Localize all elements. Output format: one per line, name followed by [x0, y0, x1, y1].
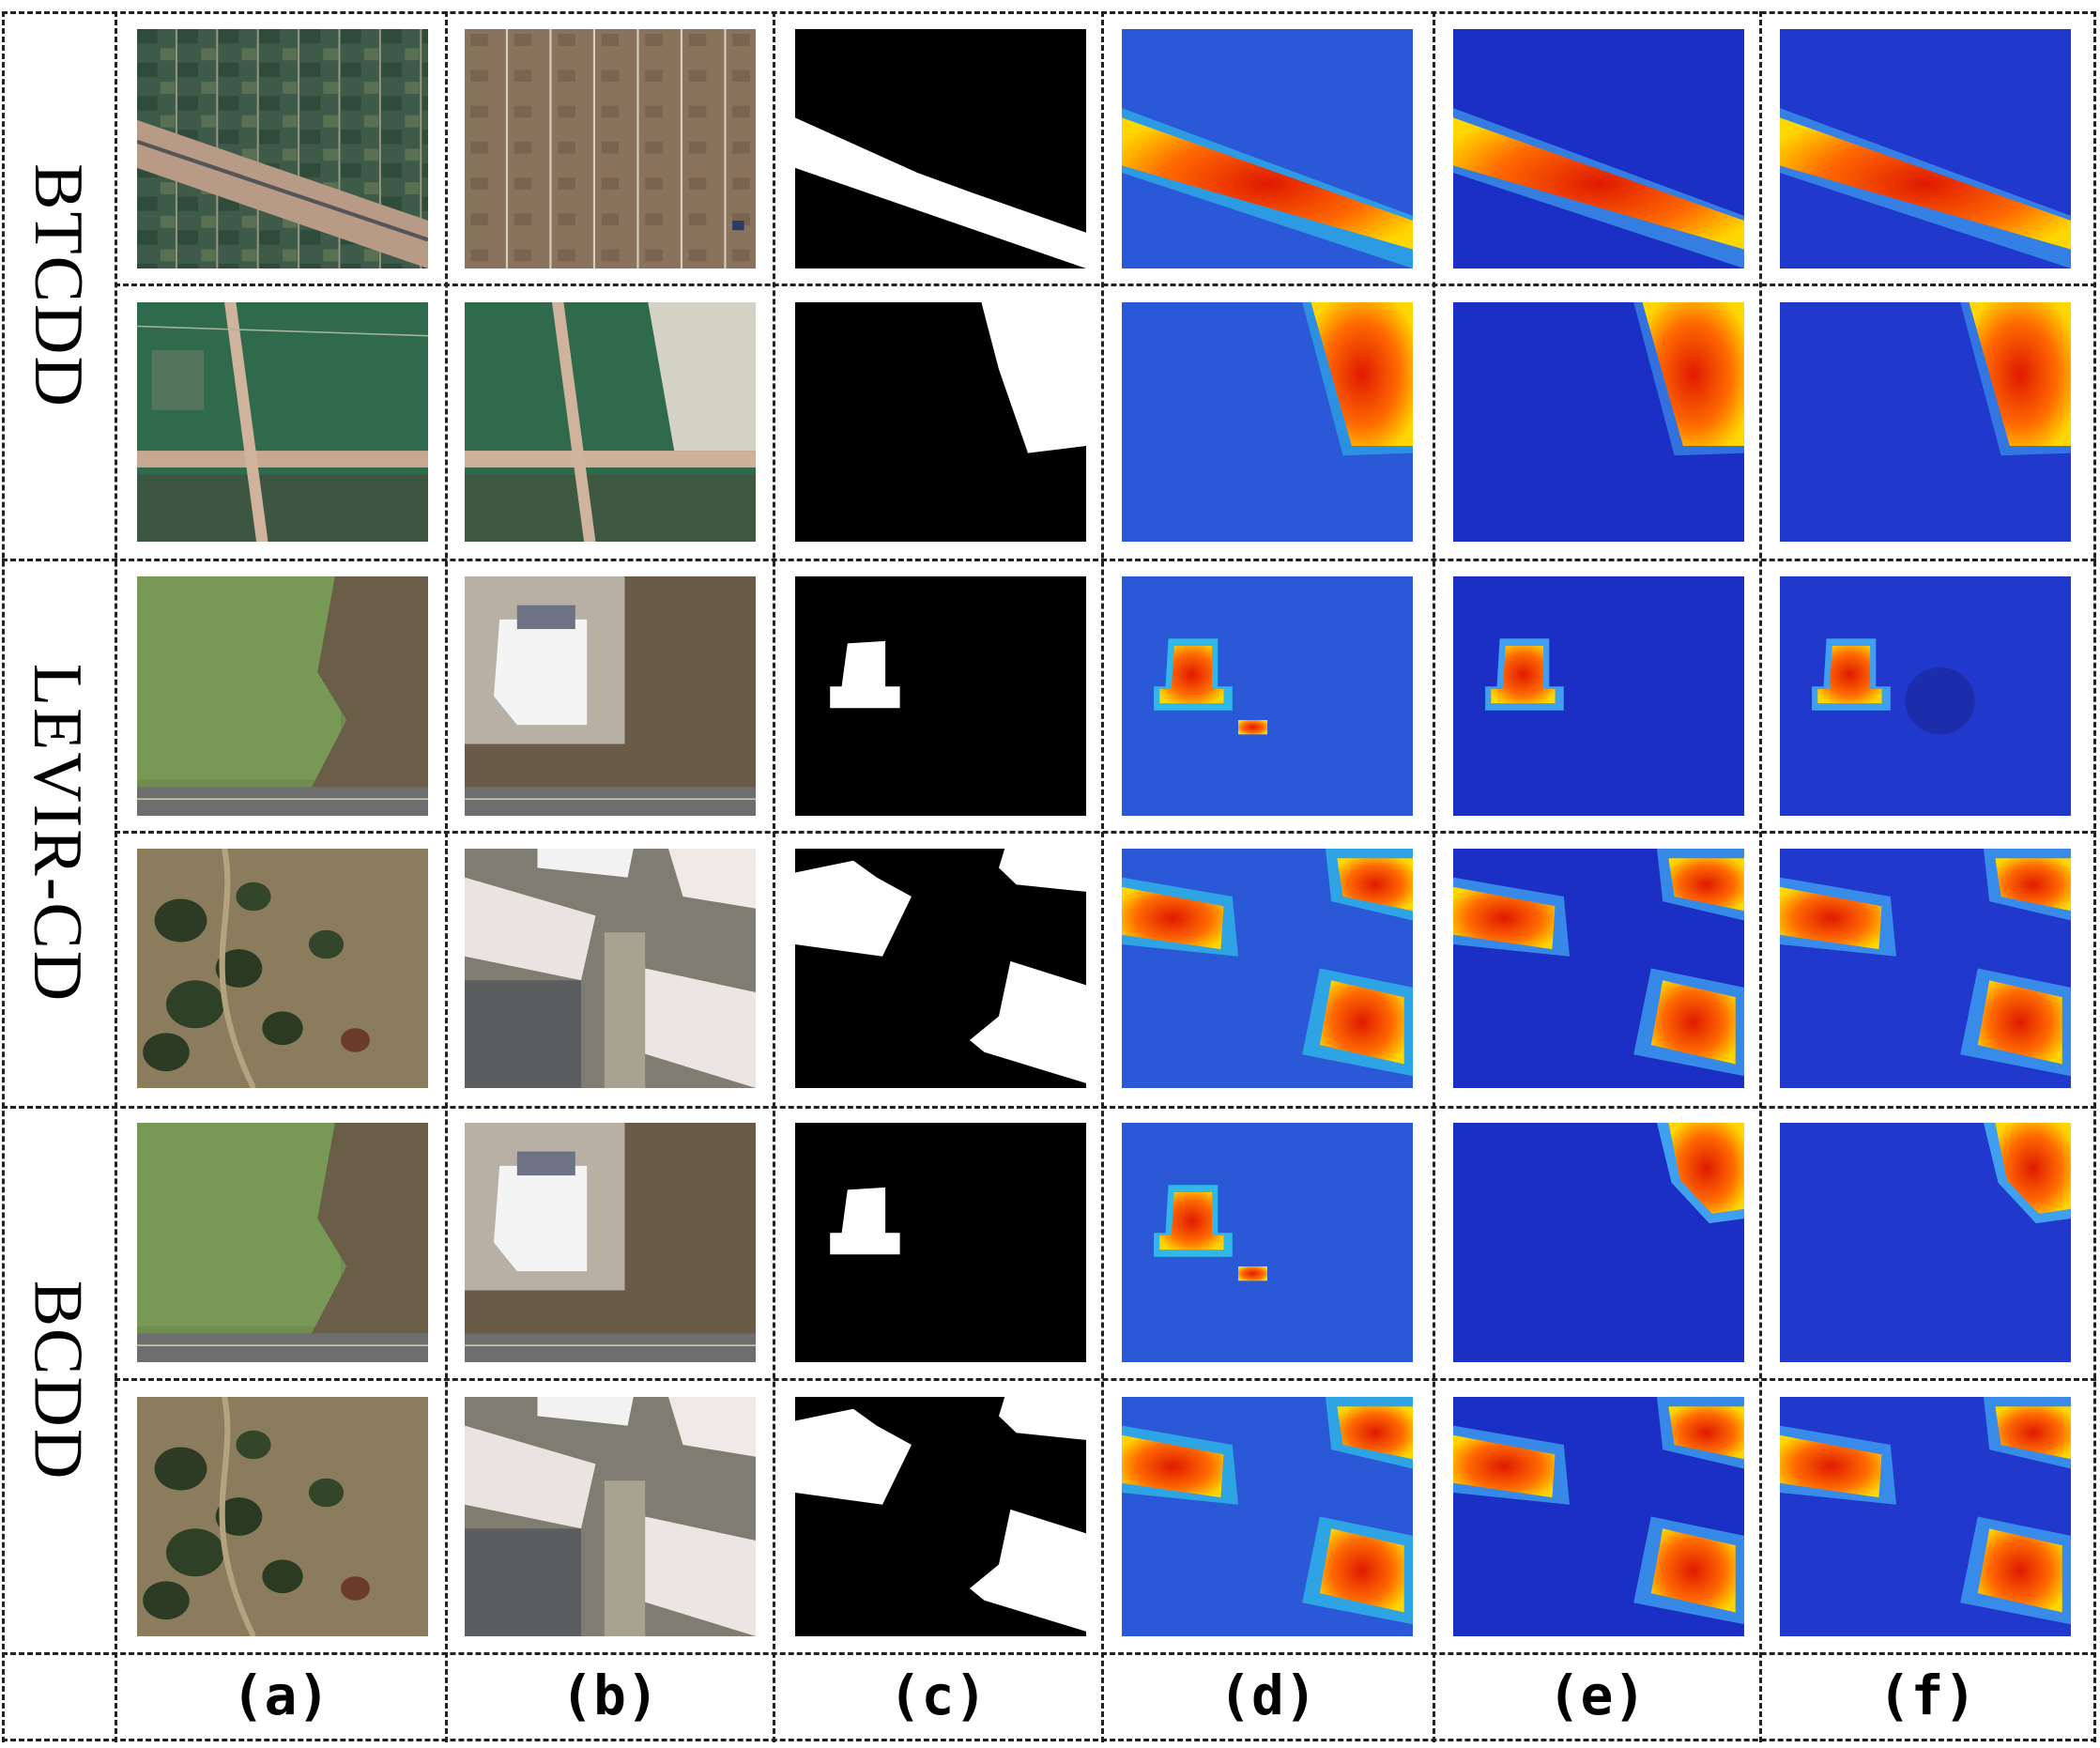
grid-divider — [115, 831, 2096, 834]
column-label-c: (c) — [888, 1664, 988, 1727]
dataset-label-text: BCDD — [19, 1280, 97, 1480]
heatmap-d — [1122, 1123, 1413, 1362]
ground-truth-mask — [795, 302, 1086, 542]
ground-truth-mask — [795, 1123, 1086, 1362]
column-label-f: (f) — [1878, 1664, 1977, 1727]
heatmap-f — [1780, 576, 2071, 816]
post-change-image — [465, 1123, 756, 1362]
column-label-d: (d) — [1219, 1664, 1317, 1727]
heatmap-f — [1780, 849, 2071, 1088]
post-change-image — [465, 302, 756, 542]
grid-divider — [2, 11, 2096, 14]
ground-truth-mask — [795, 1397, 1086, 1636]
post-change-image — [465, 1397, 756, 1636]
post-change-image — [465, 576, 756, 816]
heatmap-d — [1122, 29, 1413, 268]
grid-divider — [445, 11, 448, 1742]
heatmap-d — [1122, 1397, 1413, 1636]
grid-divider — [2, 559, 2096, 561]
grid-divider — [2, 1739, 2096, 1741]
grid-divider — [773, 11, 775, 1742]
pre-change-image — [137, 29, 428, 268]
heatmap-e — [1453, 849, 1744, 1088]
heatmap-f — [1780, 1123, 2071, 1362]
heatmap-d — [1122, 849, 1413, 1088]
heatmap-e — [1453, 1397, 1744, 1636]
post-change-image — [465, 849, 756, 1088]
grid-divider — [2, 11, 5, 1742]
heatmap-e — [1453, 29, 1744, 268]
pre-change-image — [137, 1397, 428, 1636]
pre-change-image — [137, 849, 428, 1088]
dataset-label-levir-cd: LEVIR-CD — [0, 560, 115, 1105]
heatmap-d — [1122, 302, 1413, 542]
dataset-label-text: BTCDD — [19, 162, 97, 408]
grid-divider — [2, 1652, 2096, 1655]
ground-truth-mask — [795, 849, 1086, 1088]
dataset-label-bcdd: BCDD — [0, 1108, 115, 1652]
dataset-label-btcdd: BTCDD — [0, 13, 115, 558]
column-label-a: (a) — [231, 1664, 330, 1727]
pre-change-image — [137, 576, 428, 816]
dataset-label-text: LEVIR-CD — [19, 663, 97, 1003]
heatmap-d — [1122, 576, 1413, 816]
heatmap-e — [1453, 302, 1744, 542]
ground-truth-mask — [795, 29, 1086, 268]
grid-divider — [1101, 11, 1104, 1742]
grid-divider — [115, 284, 2096, 286]
pre-change-image — [137, 1123, 428, 1362]
grid-divider — [1433, 11, 1435, 1742]
grid-divider — [2093, 11, 2096, 1742]
heatmap-f — [1780, 29, 2071, 268]
pre-change-image — [137, 302, 428, 542]
grid-divider — [1759, 11, 1762, 1742]
column-label-e: (e) — [1547, 1664, 1647, 1727]
column-label-b: (b) — [560, 1664, 659, 1727]
ground-truth-mask — [795, 576, 1086, 816]
heatmap-e — [1453, 576, 1744, 816]
post-change-image — [465, 29, 756, 268]
grid-divider — [2, 1106, 2096, 1109]
grid-divider — [115, 1378, 2096, 1381]
grid-divider — [115, 11, 117, 1742]
heatmap-f — [1780, 1397, 2071, 1636]
heatmap-f — [1780, 302, 2071, 542]
heatmap-e — [1453, 1123, 1744, 1362]
